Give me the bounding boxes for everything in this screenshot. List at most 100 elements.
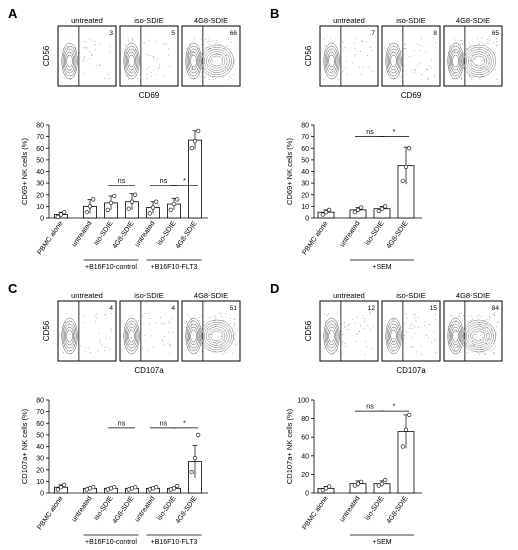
group-bracket: +B16F10-FLT3: [146, 534, 202, 546]
event-dot: [452, 46, 454, 48]
event-dot: [452, 63, 453, 65]
event-dot: [212, 49, 214, 51]
event-dot: [90, 351, 92, 353]
event-dot: [457, 51, 459, 53]
event-dot: [104, 78, 106, 80]
panel-a: ACD56CD69untreated3iso-SDIE54G8-SDIE6601…: [8, 6, 241, 271]
event-dot: [169, 352, 171, 354]
event-dot: [476, 64, 478, 66]
event-dot: [489, 329, 490, 331]
y-tick-label: 50: [36, 157, 44, 164]
event-dot: [456, 339, 458, 341]
flow-plot: iso-SDIE 8: [381, 16, 441, 87]
flow-plot-title: 4G8-SDIE: [456, 291, 490, 300]
event-dot: [359, 50, 361, 52]
event-dot: [135, 49, 136, 51]
event-dot: [226, 68, 228, 70]
y-tick-label: 80: [301, 416, 309, 423]
event-dot: [467, 48, 469, 50]
event-dot: [191, 51, 193, 53]
event-dot: [493, 313, 495, 315]
contour-line: [65, 326, 75, 346]
group-bracket: +SEM: [350, 259, 414, 271]
event-dot: [352, 62, 354, 64]
event-dot: [414, 69, 416, 71]
event-dot: [371, 71, 373, 72]
event-dot: [389, 44, 390, 46]
event-dot: [143, 42, 145, 44]
event-dot: [412, 313, 414, 315]
event-dot: [88, 51, 90, 53]
event-dot: [344, 325, 346, 327]
data-point: [383, 477, 388, 483]
y-tick-label: 60: [301, 435, 309, 442]
bar-group: iso-SDIE: [364, 204, 391, 247]
flow-x-label: CD107a: [134, 366, 164, 375]
event-dot: [348, 328, 349, 330]
event-dot: [370, 47, 371, 49]
event-dot: [164, 343, 165, 345]
data-point: [189, 469, 194, 475]
contour-line: [210, 330, 224, 342]
event-dot: [393, 340, 395, 342]
flow-plot: iso-SDIE 4: [119, 291, 179, 362]
event-dot: [483, 331, 485, 333]
event-dot: [468, 42, 470, 44]
event-dot: [488, 338, 490, 340]
event-dot: [397, 57, 399, 59]
event-dot: [458, 77, 460, 79]
category-label: untreated: [71, 220, 94, 248]
significance-label: ns: [366, 129, 374, 136]
event-dot: [485, 342, 487, 344]
event-dot: [144, 313, 146, 314]
contour-line: [128, 54, 135, 68]
event-dot: [403, 65, 405, 67]
event-dot: [495, 37, 497, 39]
flow-plot: untreated 7: [319, 16, 379, 87]
event-dot: [453, 45, 455, 46]
event-dot: [202, 38, 203, 40]
event-dot: [461, 77, 463, 79]
event-dot: [332, 319, 334, 321]
data-point: [62, 210, 67, 215]
event-dot: [471, 49, 472, 51]
flow-plot-title: iso-SDIE: [396, 16, 426, 25]
event-dot: [101, 344, 103, 346]
event-dot: [233, 74, 235, 76]
event-dot: [352, 318, 354, 320]
event-dot: [94, 321, 96, 323]
event-dot: [476, 51, 478, 53]
event-dot: [148, 39, 150, 41]
event-dot: [372, 348, 373, 350]
event-dot: [447, 325, 449, 327]
event-dot: [168, 322, 170, 324]
event-dot: [98, 43, 100, 44]
event-dot: [487, 66, 489, 68]
event-dot: [323, 56, 325, 58]
event-dot: [497, 321, 499, 323]
event-dot: [409, 327, 410, 329]
event-dot: [72, 54, 74, 55]
flow-y-label: CD56: [42, 320, 51, 341]
event-dot: [390, 62, 392, 64]
event-dot: [192, 67, 194, 69]
event-dot: [354, 322, 356, 324]
event-dot: [147, 54, 149, 56]
event-dot: [203, 339, 205, 341]
event-dot: [229, 77, 231, 79]
event-dot: [70, 344, 71, 346]
event-dot: [455, 316, 457, 318]
event-dot: [137, 58, 139, 59]
event-dot: [479, 329, 481, 331]
event-dot: [222, 58, 224, 60]
data-point: [126, 206, 131, 211]
event-dot: [340, 320, 342, 322]
contour-line: [327, 326, 337, 346]
event-dot: [190, 54, 192, 56]
event-dot: [329, 333, 331, 335]
event-dot: [463, 332, 464, 334]
event-dot: [89, 38, 91, 40]
